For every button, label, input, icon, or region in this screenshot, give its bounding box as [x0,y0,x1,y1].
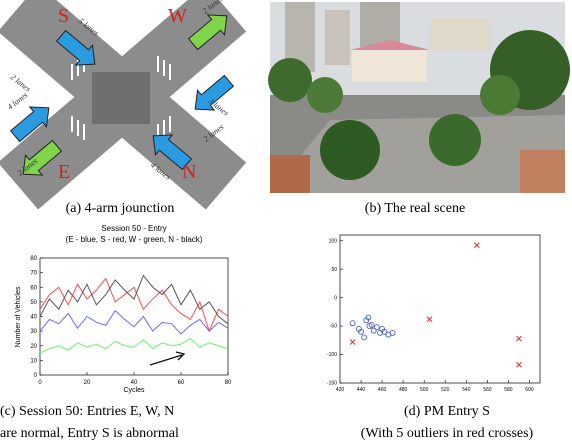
point-cross [516,362,521,367]
y-tick-label: 70 [30,271,37,277]
x-tick-label: 580 [504,387,513,393]
x-tick-label: 460 [378,387,387,393]
x-tick-label: 60 [178,380,185,386]
plot-frame [40,258,228,375]
x-tick-label: 0 [38,380,42,386]
y-tick-label: -100 [327,352,337,358]
x-tick-label: 600 [525,387,534,393]
point-cross [474,243,479,248]
x-tick-label: 560 [483,387,492,393]
y-tick-label: -50 [330,324,337,330]
figure: S W E N 5 lanes 2 lanes 2 lanes 4 lanes … [0,0,572,445]
y-tick-label: 60 [30,285,37,291]
direction-label: E [58,161,70,183]
y-tick-label: 50 [30,300,37,306]
y-tick-label: 50 [331,267,337,273]
x-tick-label: 420 [336,387,345,393]
y-tick-label: 80 [30,256,37,262]
junction-diagram: S W E N 5 lanes 2 lanes 2 lanes 4 lanes … [5,0,237,192]
y-tick-label: 40 [30,315,37,321]
scene-photo [268,2,570,193]
data-line [40,311,228,334]
data-line [40,276,228,324]
direction-label: S [58,5,69,27]
y-tick-label: 30 [30,329,37,335]
caption: (d) PM Entry S [404,404,490,419]
point [374,325,379,330]
y-tick-label: -150 [327,381,337,387]
point-cross [516,336,521,341]
plot-frame [340,235,540,383]
y-tick-label: 20 [30,344,37,350]
chart-title: Session 50 - Entry [101,224,166,233]
chart-subtitle: (E - blue, S - red, W - green, N - black… [66,235,203,244]
x-axis-label: Cycles [123,387,145,394]
x-tick-label: 40 [131,380,138,386]
annotation-arrow [150,352,184,365]
x-tick-label: 20 [84,380,91,386]
point-cross [350,340,355,345]
y-axis-label: Number of Vehicles [15,286,22,347]
y-tick-label: 10 [30,358,37,364]
direction-label: W [168,5,187,27]
caption: (b) The real scene [365,201,465,216]
point [362,335,367,340]
x-tick-label: 440 [357,387,366,393]
y-tick-label: 100 [329,238,338,244]
x-tick-label: 500 [420,387,429,393]
direction-label: N [182,161,196,183]
y-tick-label: 0 [334,295,337,301]
caption: (c) Session 50: Entries E, W, N [0,404,174,419]
y-tick-label: 0 [34,373,38,379]
caption: (a) 4-arm jounction [66,201,175,216]
junction-box [92,72,150,124]
data-line [40,278,228,331]
x-tick-label: 80 [225,380,232,386]
x-tick-label: 540 [462,387,471,393]
caption: (With 5 outliers in red crosses) [361,426,534,441]
point-cross [427,317,432,322]
point [350,321,355,326]
point [390,330,395,335]
data-line [40,338,228,353]
x-tick-label: 480 [399,387,408,393]
x-tick-label: 520 [441,387,450,393]
caption: are normal, Entry S is abnormal [0,426,179,441]
